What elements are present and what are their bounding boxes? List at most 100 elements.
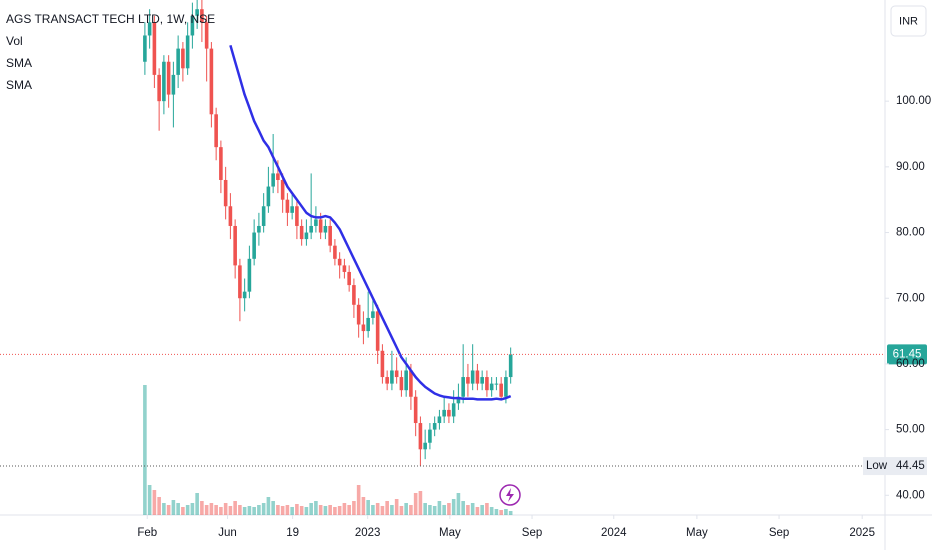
volume-bar <box>342 503 347 515</box>
volume-bar <box>475 507 480 515</box>
volume-bar <box>266 497 271 515</box>
legend-item: Vol <box>6 34 23 48</box>
candle-body <box>347 271 351 286</box>
volume-bar <box>361 497 366 515</box>
candle-body <box>204 22 209 49</box>
volume-bar <box>394 499 399 515</box>
candle-body <box>266 186 271 207</box>
low-name: Low <box>866 460 888 472</box>
volume-bar <box>299 506 304 515</box>
candle-body <box>428 429 432 443</box>
candle-body <box>404 370 408 391</box>
low-box <box>863 457 927 476</box>
candle-body <box>157 74 161 102</box>
candle-body <box>489 383 494 391</box>
candle-body <box>276 173 280 180</box>
candle-body <box>252 232 256 259</box>
y-tick-label: 100.00 <box>896 95 931 107</box>
candle-body <box>328 225 332 246</box>
y-tick-label: 40.00 <box>896 489 925 501</box>
candle-body <box>271 173 275 187</box>
candle-body <box>409 370 413 397</box>
candle-body <box>309 225 313 233</box>
candle-body <box>290 206 294 213</box>
volume-bar <box>470 503 475 515</box>
candle-body <box>223 179 228 207</box>
currency-button[interactable] <box>890 5 927 37</box>
volume-bar <box>489 507 494 515</box>
candle-body <box>356 304 361 325</box>
candle-body <box>285 199 290 213</box>
candle-body <box>508 354 513 378</box>
x-tick-label: 2023 <box>355 527 381 539</box>
last-price-label: 61.45 <box>893 348 922 360</box>
volume-bar <box>508 511 513 515</box>
volume-bar <box>451 499 456 515</box>
candle-body <box>238 265 242 299</box>
volume-bar <box>466 505 470 515</box>
volume-bar <box>209 503 214 515</box>
candle-body <box>304 232 309 240</box>
candle-body <box>171 74 176 95</box>
low-value: 44.45 <box>896 460 925 472</box>
candle-body <box>314 219 318 226</box>
volume-bar <box>337 506 342 515</box>
x-tick-label: Sep <box>522 527 542 539</box>
candle-body <box>257 225 261 233</box>
candle-body <box>504 377 508 397</box>
candle-body <box>375 311 380 351</box>
volume-bar <box>323 506 328 515</box>
volume-bar <box>223 503 228 515</box>
volume-bar <box>152 490 157 515</box>
candle-body <box>361 324 366 332</box>
candle-body <box>342 265 347 272</box>
candle-body <box>318 219 323 233</box>
volume-bar <box>375 503 380 515</box>
candle-body <box>195 9 199 16</box>
candle-body <box>299 225 304 240</box>
candle-body <box>437 416 442 424</box>
volume-bar <box>228 506 233 515</box>
currency-label: INR <box>899 15 918 27</box>
x-tick-label: 2025 <box>849 527 875 539</box>
volume-bar <box>485 503 489 515</box>
x-tick-label: May <box>439 527 461 539</box>
candle-body <box>380 350 385 378</box>
volume-bar <box>480 505 484 515</box>
candle-body <box>190 15 195 36</box>
candle-body <box>233 225 237 266</box>
volume-bar <box>242 507 247 515</box>
candle-body <box>499 383 503 397</box>
candle-body <box>247 258 252 292</box>
volume-bar <box>290 507 294 515</box>
flash-icon[interactable] <box>499 484 521 506</box>
candle-body <box>152 22 157 75</box>
candle-body <box>451 403 456 417</box>
candle-body <box>181 48 185 69</box>
candle-body <box>214 114 218 148</box>
volume-bar <box>190 503 195 515</box>
candle-body <box>166 61 171 95</box>
candle-body <box>442 409 446 417</box>
candle-body <box>399 377 404 391</box>
volume-bar <box>366 500 370 515</box>
volume-bar <box>185 505 190 515</box>
volume-bar <box>428 505 432 515</box>
volume-bar <box>157 497 161 515</box>
volume-bar <box>271 501 275 515</box>
candle-body <box>147 22 152 36</box>
candle-body <box>200 9 204 23</box>
y-tick-label: 80.00 <box>896 227 925 239</box>
volume-bar <box>437 501 442 515</box>
candle-body <box>413 396 418 424</box>
candle-body <box>162 61 166 102</box>
sma-line <box>229 44 512 401</box>
x-tick-label: Jun <box>218 527 237 539</box>
volume-bar <box>257 505 261 515</box>
candle-body <box>494 383 499 385</box>
x-tick-label: 19 <box>286 527 299 539</box>
candle-body <box>485 377 489 391</box>
candle-body <box>352 285 356 305</box>
candle-body <box>385 377 389 384</box>
volume-bar <box>409 505 413 515</box>
